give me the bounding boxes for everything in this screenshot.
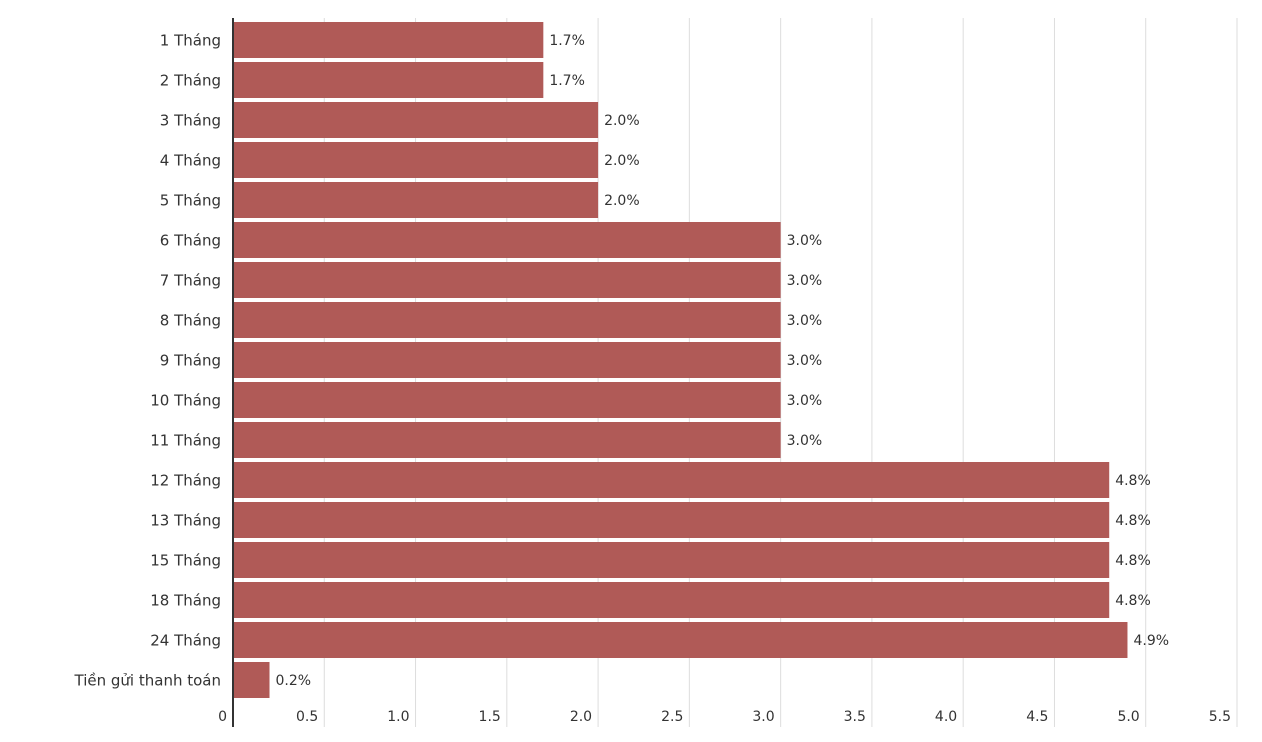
value-label: 2.0% [604, 153, 640, 169]
y-tick-label: 12 Tháng [150, 472, 221, 490]
x-tick-label: 2.0 [570, 709, 592, 725]
bar [233, 302, 781, 338]
value-label: 4.8% [1115, 513, 1151, 529]
bar [233, 222, 781, 258]
x-tick-label: 1.0 [387, 709, 409, 725]
x-tick-label: 1.5 [479, 709, 501, 725]
x-tick-label: 4.5 [1026, 709, 1048, 725]
bar [233, 662, 270, 698]
y-tick-label: 24 Tháng [150, 632, 221, 650]
x-tick-label: 0 [218, 709, 227, 725]
y-tick-label: 5 Tháng [160, 192, 221, 210]
y-tick-label: 1 Tháng [160, 32, 221, 50]
x-tick-label: 2.5 [661, 709, 683, 725]
x-tick-label: 3.5 [844, 709, 866, 725]
value-label: 4.8% [1115, 593, 1151, 609]
x-tick-label: 5.5 [1209, 709, 1231, 725]
value-label: 4.8% [1115, 473, 1151, 489]
x-tick-label: 3.0 [752, 709, 774, 725]
value-label: 0.2% [276, 673, 312, 689]
bar [233, 62, 544, 98]
value-label: 3.0% [787, 273, 823, 289]
y-tick-label: 7 Tháng [160, 272, 221, 290]
bar [233, 582, 1110, 618]
y-tick-label: 15 Tháng [150, 552, 221, 570]
y-tick-label: 8 Tháng [160, 312, 221, 330]
value-label: 3.0% [787, 313, 823, 329]
y-tick-label: 9 Tháng [160, 352, 221, 370]
y-tick-label: Tiền gửi thanh toán [74, 672, 221, 690]
bar [233, 382, 781, 418]
bar [233, 502, 1110, 538]
bar [233, 542, 1110, 578]
bar [233, 102, 599, 138]
bar [233, 22, 544, 58]
y-tick-label: 3 Tháng [160, 112, 221, 130]
y-tick-label: 6 Tháng [160, 232, 221, 250]
value-label: 1.7% [549, 73, 585, 89]
value-label: 3.0% [787, 433, 823, 449]
y-tick-label: 11 Tháng [150, 432, 221, 450]
y-tick-label: 10 Tháng [150, 392, 221, 410]
bar [233, 182, 599, 218]
x-tick-label: 0.5 [296, 709, 318, 725]
x-tick-label: 5.0 [1117, 709, 1139, 725]
y-tick-label: 13 Tháng [150, 512, 221, 530]
x-tick-label: 4.0 [935, 709, 957, 725]
bar [233, 622, 1128, 658]
y-tick-label: 4 Tháng [160, 152, 221, 170]
value-label: 4.9% [1133, 633, 1169, 649]
value-label: 4.8% [1115, 553, 1151, 569]
y-tick-label: 18 Tháng [150, 592, 221, 610]
bar [233, 342, 781, 378]
value-label: 2.0% [604, 113, 640, 129]
value-label: 2.0% [604, 193, 640, 209]
bar [233, 262, 781, 298]
bar [233, 422, 781, 458]
value-label: 3.0% [787, 233, 823, 249]
bar [233, 462, 1110, 498]
value-label: 1.7% [549, 33, 585, 49]
value-label: 3.0% [787, 353, 823, 369]
bar [233, 142, 599, 178]
value-label: 3.0% [787, 393, 823, 409]
y-tick-label: 2 Tháng [160, 72, 221, 90]
